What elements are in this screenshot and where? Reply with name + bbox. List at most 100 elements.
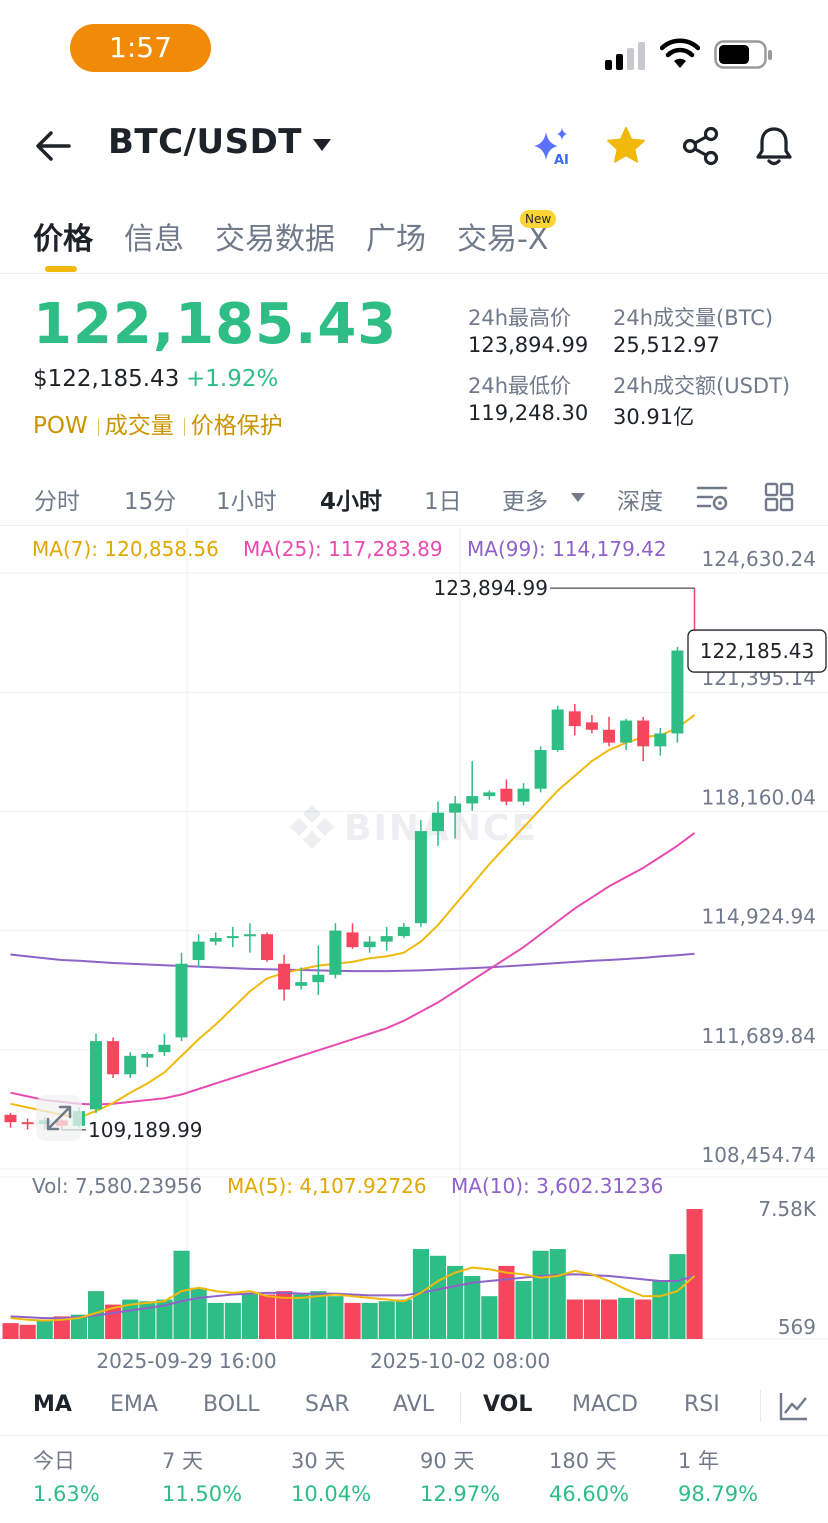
share-icon[interactable]: [679, 124, 723, 168]
stat-turnover-value: 30.91亿: [613, 405, 695, 429]
chevron-down-icon[interactable]: [312, 138, 332, 152]
candle-body: [261, 934, 273, 961]
indicator-macd[interactable]: MACD: [572, 1392, 638, 1417]
low-marker-label: 109,189.99: [88, 1118, 203, 1142]
volume-bar: [276, 1291, 293, 1339]
tag-pow[interactable]: POW: [33, 413, 88, 439]
ma25-line: [10, 832, 696, 1106]
ma-legend-item: MA(99): 114,179.42: [467, 537, 667, 561]
x-tick-label: 2025-09-29 16:00: [96, 1349, 276, 1373]
volume-bar: [173, 1250, 190, 1339]
interval-1d[interactable]: 1日: [424, 489, 462, 515]
perf-label-90d: 90 天: [420, 1449, 475, 1473]
interval-1h[interactable]: 1小时: [216, 489, 277, 515]
ai-sparkle-icon[interactable]: AI: [530, 124, 574, 168]
back-arrow-icon[interactable]: [33, 128, 73, 164]
last-price-box: [687, 629, 827, 673]
chevron-down-icon[interactable]: [570, 492, 586, 503]
expand-icon: [36, 1095, 82, 1141]
battery-icon: [714, 40, 772, 69]
indicator-rsi[interactable]: RSI: [684, 1392, 720, 1417]
last-price: 122,185.43: [33, 292, 398, 357]
perf-value-90d: 12.97%: [420, 1482, 501, 1506]
perf-label-30d: 30 天: [291, 1449, 346, 1473]
star-icon[interactable]: [604, 124, 648, 168]
volume-bar: [464, 1275, 481, 1339]
volume-bars: [2, 1209, 703, 1339]
candle-body: [397, 926, 410, 937]
indicator-avl[interactable]: AVL: [393, 1392, 434, 1417]
stat-low-value: 119,248.30: [468, 401, 589, 425]
candles: [4, 588, 701, 1130]
stat-vol-label: 24h成交量(BTC): [613, 306, 774, 330]
volume-bar: [310, 1291, 327, 1339]
candle-body: [312, 974, 325, 983]
candle-body: [568, 711, 581, 727]
tab-trading-data[interactable]: 交易数据: [215, 222, 335, 257]
candle-body: [346, 932, 359, 948]
candle-body: [124, 1055, 137, 1075]
candle-body: [500, 788, 513, 802]
volume-tick-label: 7.58K: [758, 1197, 817, 1221]
new-badge: New: [520, 210, 557, 228]
candle-body: [175, 963, 188, 1038]
volume-bar: [241, 1294, 258, 1339]
indicator-ma[interactable]: MA: [33, 1392, 72, 1417]
indicator-boll[interactable]: BOLL: [203, 1392, 260, 1417]
ma-legend-item: MA(25): 117,283.89: [243, 537, 443, 561]
candle-body: [551, 709, 564, 751]
status-bar: 1:57: [0, 0, 828, 100]
volume-bar: [532, 1250, 549, 1339]
price-axis: 124,630.24121,395.14118,160.04114,924.94…: [701, 547, 816, 1167]
indicator-settings-icon[interactable]: [778, 1390, 810, 1422]
indicator-sar[interactable]: SAR: [305, 1392, 350, 1417]
interval-line[interactable]: 分时: [34, 489, 80, 515]
candle-body: [192, 941, 205, 961]
volume-bar: [207, 1302, 224, 1339]
perf-value-1y: 98.79%: [678, 1482, 759, 1506]
candle-body: [90, 1041, 102, 1110]
volume-bar: [36, 1319, 53, 1339]
tab-square[interactable]: 广场: [366, 222, 426, 257]
indicator-vol[interactable]: VOL: [483, 1392, 533, 1417]
signal-icon: [605, 42, 645, 70]
layout-grid-icon[interactable]: [764, 482, 794, 512]
volume-ma-lines: [10, 1266, 696, 1322]
candle-body: [141, 1054, 154, 1058]
y-tick-label: 114,924.94: [701, 905, 816, 929]
ma-legend-item: MA(7): 120,858.56: [32, 537, 219, 561]
tag-price-protection[interactable]: 价格保护: [190, 413, 283, 439]
volume-bar: [344, 1302, 361, 1339]
candle-body: [158, 1044, 171, 1053]
interval-more[interactable]: 更多: [502, 489, 548, 515]
candle-body: [483, 792, 496, 797]
volume-bar: [259, 1294, 276, 1339]
tab-underline: [45, 266, 77, 272]
section-tabs: 价格 信息 交易数据 广场 交易-X New: [0, 210, 828, 274]
perf-label-1y: 1 年: [678, 1449, 720, 1473]
y-tick-label: 124,630.24: [701, 547, 816, 571]
stat-vol-value: 25,512.97: [613, 333, 720, 357]
interval-depth[interactable]: 深度: [617, 489, 663, 515]
chart-settings-icon[interactable]: [696, 483, 730, 513]
candle-body: [21, 1122, 34, 1125]
tab-price[interactable]: 价格: [33, 222, 93, 257]
bell-icon[interactable]: [752, 124, 796, 168]
indicator-ema[interactable]: EMA: [110, 1392, 158, 1417]
ma-legend: MA(7): 120,858.56 MA(25): 117,283.89 MA(99…: [32, 537, 667, 561]
indicator-divider: [760, 1390, 761, 1422]
indicator-bar: MA EMA BOLL SAR AVL VOL MACD RSI: [0, 1380, 828, 1436]
interval-15m[interactable]: 15分: [124, 489, 177, 515]
tab-info[interactable]: 信息: [124, 222, 184, 257]
indicator-divider: [460, 1392, 461, 1422]
tag-volume[interactable]: 成交量: [104, 413, 174, 439]
candle-body: [449, 803, 462, 813]
interval-4h[interactable]: 4小时: [320, 489, 383, 515]
annotations: 123,894.99 109,189.99 122,185.43: [61, 576, 827, 1142]
pair-title[interactable]: BTC/USDT: [108, 122, 302, 162]
volume-bar: [378, 1301, 395, 1339]
volume-bar: [412, 1249, 429, 1339]
volume-ma10-line: [10, 1273, 695, 1320]
candle-body: [654, 733, 667, 747]
